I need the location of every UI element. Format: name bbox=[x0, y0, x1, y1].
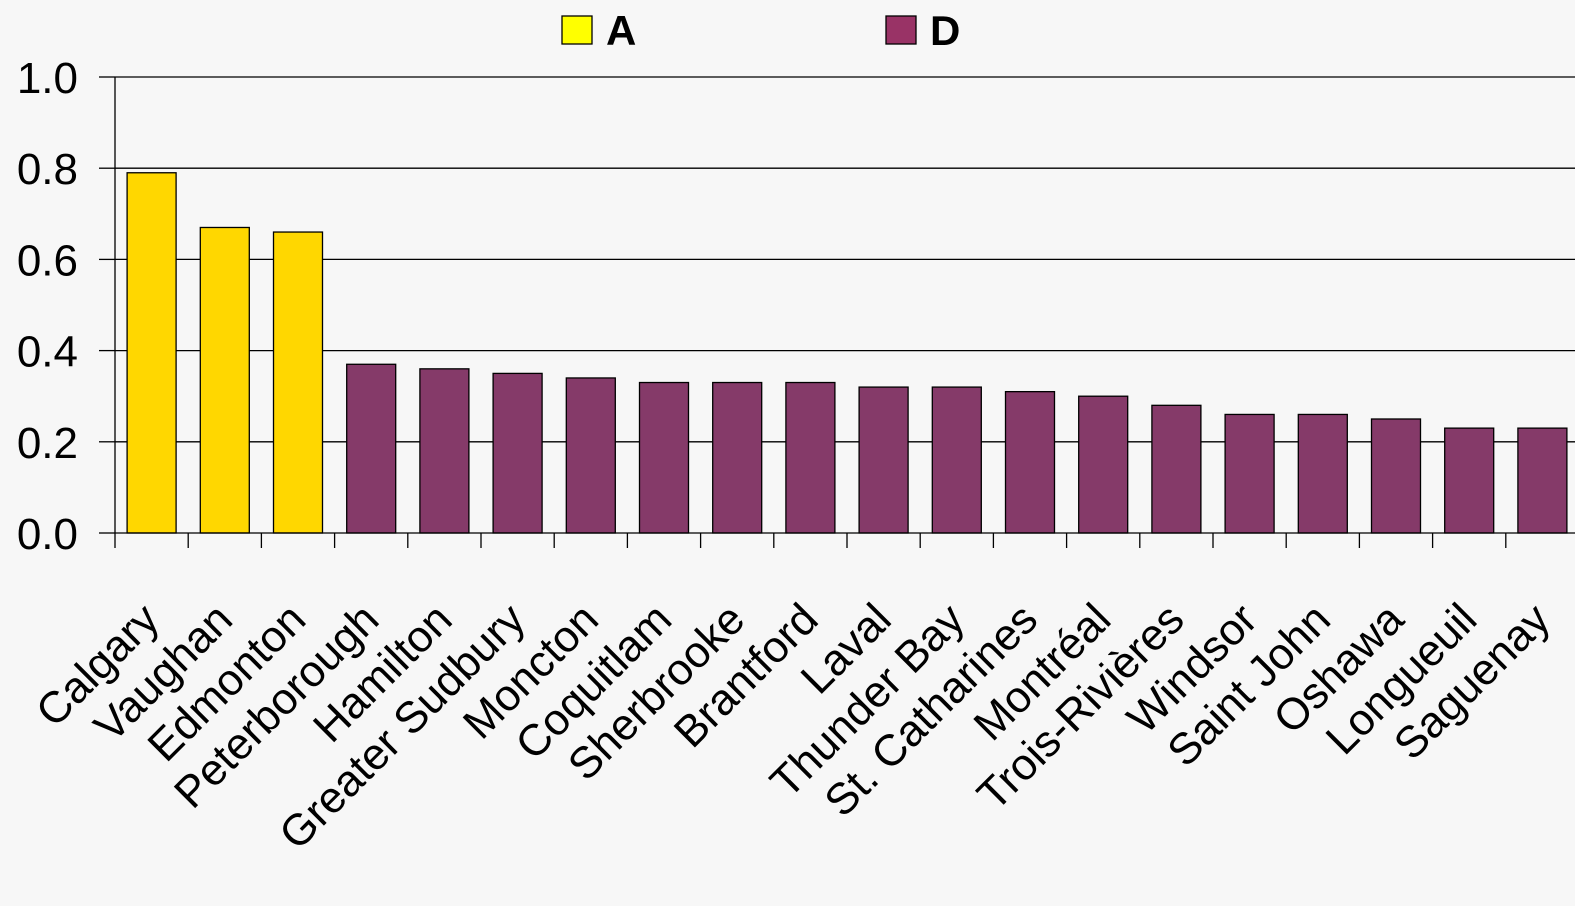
bar-st-catharines bbox=[1004, 390, 1056, 534]
bar-brantford bbox=[785, 381, 836, 534]
bar-trois-rivi-res bbox=[1151, 404, 1202, 534]
legend-label-a: A bbox=[606, 7, 636, 54]
bar-longueuil bbox=[1444, 427, 1495, 534]
gridlines bbox=[115, 76, 1575, 443]
bar-sherbrooke bbox=[712, 381, 763, 534]
bar-peterborough bbox=[346, 363, 397, 534]
y-tick-label: 0.8 bbox=[17, 145, 78, 194]
bar-thunder-bay bbox=[931, 386, 982, 534]
bar-windsor bbox=[1224, 413, 1275, 534]
bar-vaughan bbox=[199, 226, 250, 534]
y-tick-label: 0.0 bbox=[17, 510, 78, 559]
bar-edmonton bbox=[272, 231, 324, 534]
bar-greater-sudbury bbox=[492, 372, 543, 534]
y-tick-label: 0.6 bbox=[17, 236, 78, 285]
y-tick-label: 1.0 bbox=[17, 54, 78, 103]
legend-swatch-a bbox=[561, 15, 593, 45]
bar-laval bbox=[858, 386, 909, 534]
y-tick-labels: 0.0 0.2 0.4 0.6 0.8 1.0 bbox=[17, 54, 78, 559]
bar-saguenay bbox=[1517, 427, 1568, 534]
bar-hamilton bbox=[419, 368, 470, 534]
bar-moncton bbox=[565, 377, 616, 534]
bar-calgary bbox=[126, 172, 177, 534]
bars bbox=[126, 172, 1568, 534]
bar-saint-john bbox=[1297, 413, 1348, 534]
bar-coquitlam bbox=[638, 381, 690, 534]
legend-label-d: D bbox=[930, 7, 960, 54]
y-tick-label: 0.2 bbox=[17, 419, 78, 468]
y-tick-label: 0.4 bbox=[17, 328, 78, 377]
legend-swatch-d bbox=[885, 15, 917, 45]
bar-montr-al bbox=[1078, 395, 1129, 534]
axes bbox=[99, 76, 1575, 548]
bar-oshawa bbox=[1370, 418, 1422, 534]
x-tick-labels: CalgaryVaughanEdmontonPeterboroughHamilt… bbox=[27, 594, 1560, 859]
